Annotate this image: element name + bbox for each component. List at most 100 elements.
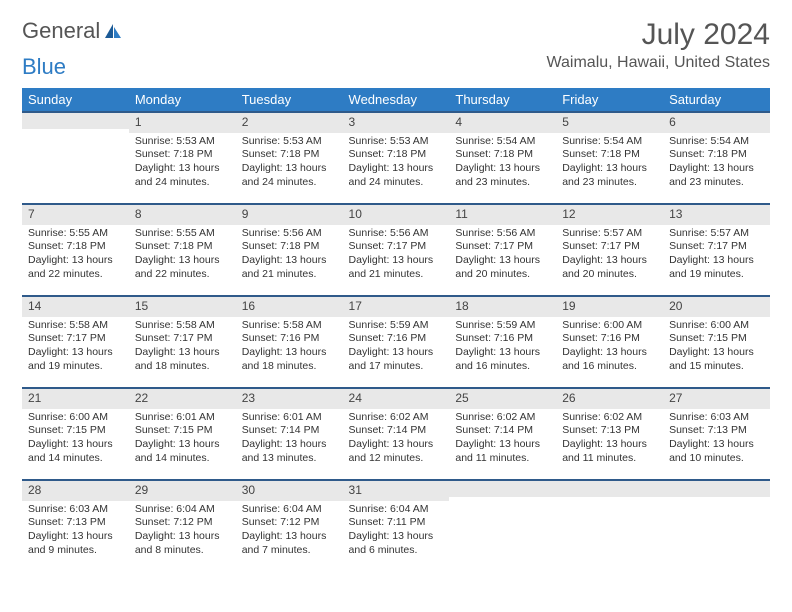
day-cell: 18Sunrise: 5:59 AMSunset: 7:16 PMDayligh… <box>449 295 556 387</box>
day-number: 1 <box>129 111 236 133</box>
logo-sail-icon <box>102 22 124 40</box>
day-details: Sunrise: 6:03 AMSunset: 7:13 PMDaylight:… <box>22 501 129 562</box>
day-cell: 12Sunrise: 5:57 AMSunset: 7:17 PMDayligh… <box>556 203 663 295</box>
day-number <box>449 479 556 497</box>
day-cell: 25Sunrise: 6:02 AMSunset: 7:14 PMDayligh… <box>449 387 556 479</box>
day-number: 21 <box>22 387 129 409</box>
day-details: Sunrise: 5:54 AMSunset: 7:18 PMDaylight:… <box>449 133 556 194</box>
day-number: 25 <box>449 387 556 409</box>
calendar-table: SundayMondayTuesdayWednesdayThursdayFrid… <box>22 88 770 571</box>
day-cell: 2Sunrise: 5:53 AMSunset: 7:18 PMDaylight… <box>236 111 343 203</box>
day-cell: 8Sunrise: 5:55 AMSunset: 7:18 PMDaylight… <box>129 203 236 295</box>
day-cell: 23Sunrise: 6:01 AMSunset: 7:14 PMDayligh… <box>236 387 343 479</box>
day-number: 15 <box>129 295 236 317</box>
day-cell: 29Sunrise: 6:04 AMSunset: 7:12 PMDayligh… <box>129 479 236 571</box>
day-cell: 11Sunrise: 5:56 AMSunset: 7:17 PMDayligh… <box>449 203 556 295</box>
day-details: Sunrise: 6:00 AMSunset: 7:15 PMDaylight:… <box>663 317 770 378</box>
weekday-header: Wednesday <box>343 88 450 111</box>
day-details: Sunrise: 5:53 AMSunset: 7:18 PMDaylight:… <box>236 133 343 194</box>
day-cell: 13Sunrise: 5:57 AMSunset: 7:17 PMDayligh… <box>663 203 770 295</box>
day-number: 30 <box>236 479 343 501</box>
day-cell: 21Sunrise: 6:00 AMSunset: 7:15 PMDayligh… <box>22 387 129 479</box>
weekday-header: Sunday <box>22 88 129 111</box>
day-details: Sunrise: 5:53 AMSunset: 7:18 PMDaylight:… <box>343 133 450 194</box>
day-cell: 31Sunrise: 6:04 AMSunset: 7:11 PMDayligh… <box>343 479 450 571</box>
day-number: 6 <box>663 111 770 133</box>
day-cell: 4Sunrise: 5:54 AMSunset: 7:18 PMDaylight… <box>449 111 556 203</box>
day-cell: 26Sunrise: 6:02 AMSunset: 7:13 PMDayligh… <box>556 387 663 479</box>
calendar-week-row: 1Sunrise: 5:53 AMSunset: 7:18 PMDaylight… <box>22 111 770 203</box>
day-cell: 16Sunrise: 5:58 AMSunset: 7:16 PMDayligh… <box>236 295 343 387</box>
calendar-week-row: 14Sunrise: 5:58 AMSunset: 7:17 PMDayligh… <box>22 295 770 387</box>
day-number: 9 <box>236 203 343 225</box>
day-cell: 7Sunrise: 5:55 AMSunset: 7:18 PMDaylight… <box>22 203 129 295</box>
calendar-week-row: 21Sunrise: 6:00 AMSunset: 7:15 PMDayligh… <box>22 387 770 479</box>
day-number: 18 <box>449 295 556 317</box>
day-details: Sunrise: 5:58 AMSunset: 7:16 PMDaylight:… <box>236 317 343 378</box>
day-cell: 6Sunrise: 5:54 AMSunset: 7:18 PMDaylight… <box>663 111 770 203</box>
day-number <box>663 479 770 497</box>
day-details: Sunrise: 6:03 AMSunset: 7:13 PMDaylight:… <box>663 409 770 470</box>
title-block: July 2024 Waimalu, Hawaii, United States <box>547 18 771 72</box>
day-details: Sunrise: 5:56 AMSunset: 7:17 PMDaylight:… <box>343 225 450 286</box>
day-number: 12 <box>556 203 663 225</box>
day-number: 3 <box>343 111 450 133</box>
day-number: 26 <box>556 387 663 409</box>
day-details: Sunrise: 5:57 AMSunset: 7:17 PMDaylight:… <box>663 225 770 286</box>
day-number: 27 <box>663 387 770 409</box>
day-details: Sunrise: 5:54 AMSunset: 7:18 PMDaylight:… <box>663 133 770 194</box>
day-number: 4 <box>449 111 556 133</box>
day-number: 13 <box>663 203 770 225</box>
weekday-header: Thursday <box>449 88 556 111</box>
day-details: Sunrise: 6:04 AMSunset: 7:12 PMDaylight:… <box>236 501 343 562</box>
day-details: Sunrise: 6:00 AMSunset: 7:15 PMDaylight:… <box>22 409 129 470</box>
day-details: Sunrise: 6:01 AMSunset: 7:15 PMDaylight:… <box>129 409 236 470</box>
day-details: Sunrise: 6:01 AMSunset: 7:14 PMDaylight:… <box>236 409 343 470</box>
day-number <box>22 111 129 129</box>
day-details: Sunrise: 5:58 AMSunset: 7:17 PMDaylight:… <box>22 317 129 378</box>
day-number: 31 <box>343 479 450 501</box>
day-details: Sunrise: 6:04 AMSunset: 7:11 PMDaylight:… <box>343 501 450 562</box>
empty-cell <box>556 479 663 571</box>
logo-text-general: General <box>22 18 100 44</box>
day-number: 10 <box>343 203 450 225</box>
calendar-week-row: 28Sunrise: 6:03 AMSunset: 7:13 PMDayligh… <box>22 479 770 571</box>
day-details: Sunrise: 6:02 AMSunset: 7:14 PMDaylight:… <box>343 409 450 470</box>
day-cell: 27Sunrise: 6:03 AMSunset: 7:13 PMDayligh… <box>663 387 770 479</box>
day-details: Sunrise: 6:00 AMSunset: 7:16 PMDaylight:… <box>556 317 663 378</box>
day-number: 17 <box>343 295 450 317</box>
weekday-header: Saturday <box>663 88 770 111</box>
day-details: Sunrise: 5:56 AMSunset: 7:17 PMDaylight:… <box>449 225 556 286</box>
day-details: Sunrise: 6:04 AMSunset: 7:12 PMDaylight:… <box>129 501 236 562</box>
day-details: Sunrise: 5:55 AMSunset: 7:18 PMDaylight:… <box>22 225 129 286</box>
day-number: 14 <box>22 295 129 317</box>
day-cell: 30Sunrise: 6:04 AMSunset: 7:12 PMDayligh… <box>236 479 343 571</box>
weekday-header: Friday <box>556 88 663 111</box>
day-number: 20 <box>663 295 770 317</box>
day-number: 29 <box>129 479 236 501</box>
day-cell: 24Sunrise: 6:02 AMSunset: 7:14 PMDayligh… <box>343 387 450 479</box>
day-cell: 28Sunrise: 6:03 AMSunset: 7:13 PMDayligh… <box>22 479 129 571</box>
day-cell: 17Sunrise: 5:59 AMSunset: 7:16 PMDayligh… <box>343 295 450 387</box>
day-number: 22 <box>129 387 236 409</box>
day-number: 7 <box>22 203 129 225</box>
day-number: 28 <box>22 479 129 501</box>
day-cell: 1Sunrise: 5:53 AMSunset: 7:18 PMDaylight… <box>129 111 236 203</box>
day-cell: 15Sunrise: 5:58 AMSunset: 7:17 PMDayligh… <box>129 295 236 387</box>
empty-cell <box>663 479 770 571</box>
calendar-week-row: 7Sunrise: 5:55 AMSunset: 7:18 PMDaylight… <box>22 203 770 295</box>
weekday-header: Monday <box>129 88 236 111</box>
day-cell: 14Sunrise: 5:58 AMSunset: 7:17 PMDayligh… <box>22 295 129 387</box>
day-cell: 19Sunrise: 6:00 AMSunset: 7:16 PMDayligh… <box>556 295 663 387</box>
day-cell: 22Sunrise: 6:01 AMSunset: 7:15 PMDayligh… <box>129 387 236 479</box>
month-title: July 2024 <box>547 18 771 52</box>
day-number: 23 <box>236 387 343 409</box>
day-details: Sunrise: 5:57 AMSunset: 7:17 PMDaylight:… <box>556 225 663 286</box>
day-cell: 3Sunrise: 5:53 AMSunset: 7:18 PMDaylight… <box>343 111 450 203</box>
day-cell: 9Sunrise: 5:56 AMSunset: 7:18 PMDaylight… <box>236 203 343 295</box>
day-number: 16 <box>236 295 343 317</box>
day-details: Sunrise: 5:54 AMSunset: 7:18 PMDaylight:… <box>556 133 663 194</box>
location-text: Waimalu, Hawaii, United States <box>547 54 771 72</box>
empty-cell <box>449 479 556 571</box>
day-details: Sunrise: 6:02 AMSunset: 7:14 PMDaylight:… <box>449 409 556 470</box>
